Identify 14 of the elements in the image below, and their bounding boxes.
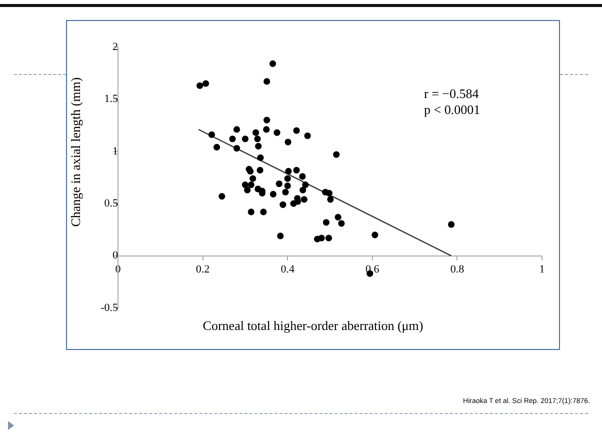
x-tick-label: 1	[539, 263, 545, 276]
x-tick-label: 0.8	[450, 263, 465, 276]
y-tick-label: 0.5	[104, 197, 118, 210]
x-axis-title: Corneal total higher-order aberration (μm)	[202, 318, 424, 334]
annotation: p < 0.0001	[424, 102, 480, 118]
x-tick-label: 0.4	[280, 263, 295, 276]
y-axis-title: Change in axial length (mm)	[68, 77, 84, 227]
y-tick-label: 1.5	[104, 93, 118, 106]
x-tick-label: 0.2	[196, 263, 210, 276]
y-tick-label: 2	[112, 40, 118, 53]
y-tick-label: 0	[112, 250, 118, 262]
annotation: r = −0.584	[424, 86, 479, 102]
y-tick-label: 1	[112, 145, 118, 158]
y-tick-label: -0.5	[100, 302, 118, 314]
